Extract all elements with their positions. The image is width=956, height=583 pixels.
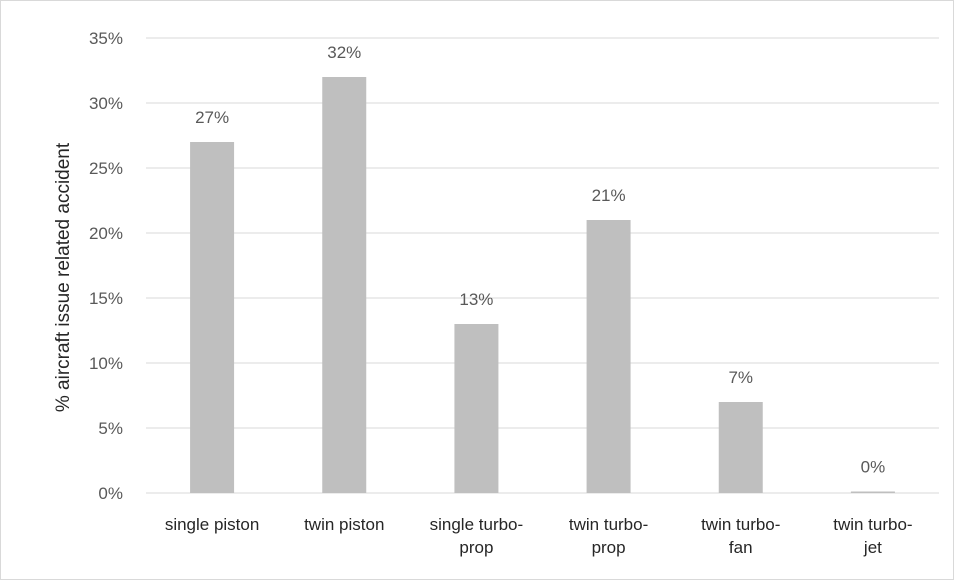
data-label: 27% xyxy=(195,108,229,127)
y-tick-label: 5% xyxy=(98,419,123,438)
x-category-label: twin turbo- xyxy=(833,515,912,534)
y-tick-label: 20% xyxy=(89,224,123,243)
y-tick-label: 25% xyxy=(89,159,123,178)
gridlines xyxy=(146,37,939,494)
x-category-label: twin piston xyxy=(304,515,384,534)
bar xyxy=(586,220,631,493)
bar xyxy=(322,77,367,493)
bars xyxy=(190,77,895,493)
y-axis-ticks: 0% 5% 10% 15% 20% 25% 30% 35% xyxy=(89,29,123,503)
y-tick-label: 30% xyxy=(89,94,123,113)
y-tick-label: 10% xyxy=(89,354,123,373)
y-tick-label: 35% xyxy=(89,29,123,48)
y-tick-label: 0% xyxy=(98,484,123,503)
bar xyxy=(718,402,763,493)
x-axis-category-labels: single piston twin piston single turbo-pro… xyxy=(165,515,913,557)
data-label: 32% xyxy=(327,43,361,62)
bar xyxy=(850,491,895,493)
x-category-label: fan xyxy=(729,538,753,557)
x-category-label: jet xyxy=(863,538,882,557)
data-label: 21% xyxy=(592,186,626,205)
y-axis-title: % aircraft issue related accident xyxy=(53,142,74,412)
data-labels: 27% 32% 13% 21% 7% 0% xyxy=(195,43,885,477)
y-tick-label: 15% xyxy=(89,289,123,308)
x-category-label: single piston xyxy=(165,515,260,534)
bar xyxy=(454,324,499,493)
x-category-label: prop xyxy=(592,538,626,557)
x-category-label: twin turbo- xyxy=(701,515,780,534)
x-category-label: twin turbo- xyxy=(569,515,648,534)
x-category-label: prop xyxy=(459,538,493,557)
data-label: 7% xyxy=(728,368,753,387)
x-category-label: single turbo- xyxy=(430,515,524,534)
data-label: 13% xyxy=(459,290,493,309)
data-label: 0% xyxy=(861,458,886,477)
bar xyxy=(190,142,235,493)
